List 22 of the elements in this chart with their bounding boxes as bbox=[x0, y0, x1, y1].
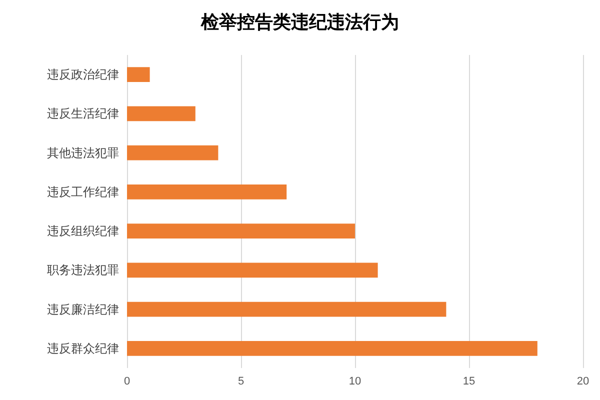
y-tick-label: 其他违法犯罪 bbox=[47, 146, 119, 160]
bar bbox=[127, 184, 287, 200]
y-tick-label: 违反政治纪律 bbox=[47, 68, 119, 82]
bar bbox=[127, 145, 218, 160]
y-tick-label: 违反群众纪律 bbox=[47, 341, 119, 356]
y-tick-label: 违反廉洁纪律 bbox=[47, 302, 119, 316]
x-tick-label: 10 bbox=[348, 376, 362, 388]
x-tick-label: 15 bbox=[462, 376, 476, 388]
bar bbox=[127, 262, 378, 278]
y-tick-label: 违反组织纪律 bbox=[47, 224, 119, 238]
y-tick-label: 职务违法犯罪 bbox=[47, 263, 119, 278]
bar bbox=[127, 224, 355, 238]
bar bbox=[127, 341, 538, 356]
bar bbox=[127, 106, 196, 122]
x-tick-label: 0 bbox=[124, 376, 130, 388]
x-tick-label: 5 bbox=[238, 376, 244, 388]
bar bbox=[127, 67, 150, 82]
y-tick-label: 违反工作纪律 bbox=[47, 184, 119, 199]
bar bbox=[127, 302, 446, 317]
x-tick-label: 20 bbox=[576, 376, 590, 388]
y-tick-label: 违反生活纪律 bbox=[47, 106, 119, 121]
chart-title: 检举控告类违纪违法行为 bbox=[200, 12, 399, 32]
